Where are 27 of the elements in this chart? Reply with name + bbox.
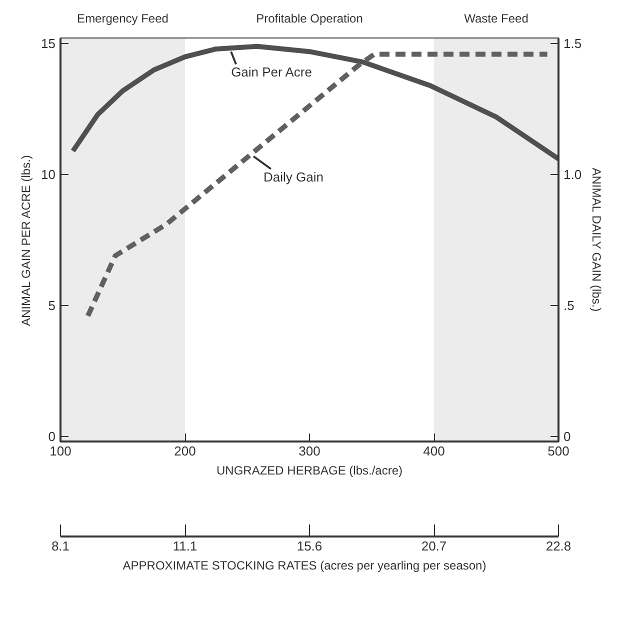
annotation: Daily Gain [263,169,324,184]
y-tick-label: 0 [48,428,56,444]
y-axis-title: ANIMAL GAIN PER ACRE (lbs.) [19,155,34,326]
x-tick-label: 200 [174,444,196,458]
x-tick-label: 500 [548,444,570,458]
x-tick-label: 300 [298,444,320,458]
y-tick-label: 10 [41,167,56,182]
text: 20.7 [421,538,447,554]
x-tick-label: 100 [50,444,72,458]
x-tick-label: 400 [423,444,445,458]
y2-axis-title: ANIMAL DAILY GAIN (lbs.) [590,168,604,312]
x2-axis-title: APPROXIMATE STOCKING RATES (acres per yearling per season) [122,558,486,572]
text: 22.8 [546,538,572,554]
band-label: Waste Feed [464,12,528,26]
band-label: Profitable Operation [256,12,363,26]
text: 8.1 [51,538,70,554]
y2-tick-label: .5 [564,298,574,313]
y-tick-label: 15 [41,36,56,52]
y2-tick-label: 0 [564,428,571,444]
band-label: Emergency Feed [77,12,168,26]
text: 15.6 [296,538,322,554]
annotation: Gain Per Acre [231,64,312,80]
x-axis-title: UNGRAZED HERBAGE (lbs./acre) [216,464,403,478]
y2-tick-label: 1.0 [564,167,582,182]
text: 11.1 [172,538,198,554]
y2-tick-label: 1.5 [564,36,582,52]
y-tick-label: 5 [48,298,56,313]
